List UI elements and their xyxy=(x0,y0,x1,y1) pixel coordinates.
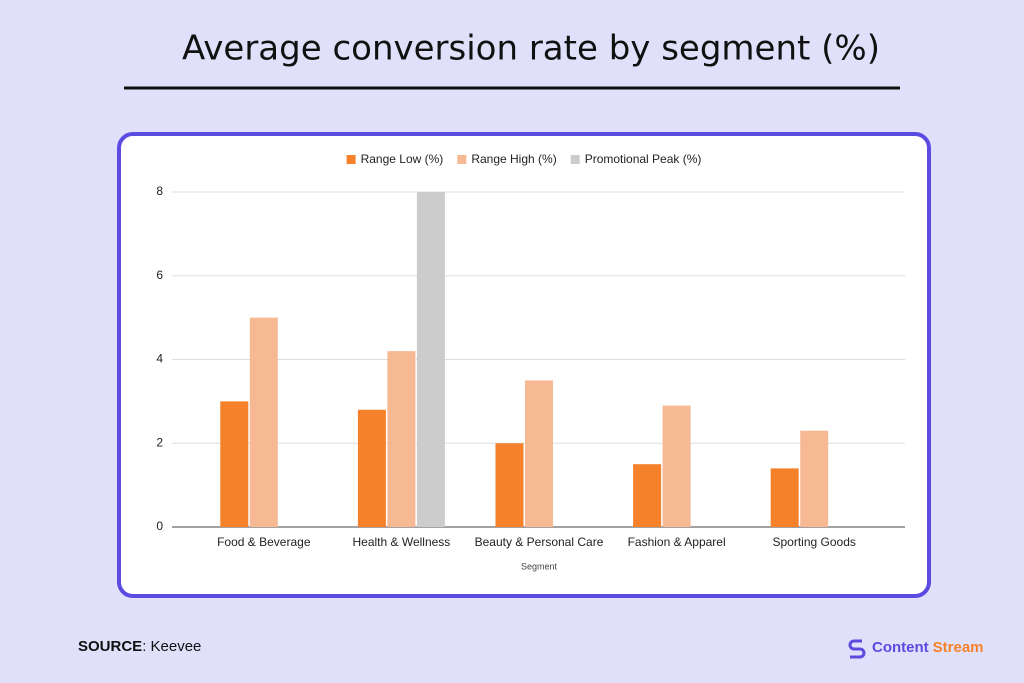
bar xyxy=(495,443,524,527)
source: SOURCE: Keevee xyxy=(78,638,201,655)
x-tick-label: Health & Wellness xyxy=(352,535,450,549)
bar xyxy=(662,405,691,527)
bar xyxy=(525,380,553,527)
x-tick-label: Beauty & Personal Care xyxy=(475,535,604,549)
x-tick-label: Fashion & Apparel xyxy=(628,535,726,549)
y-tick-label: 0 xyxy=(156,519,163,533)
y-tick-label: 6 xyxy=(156,268,163,282)
bar xyxy=(633,464,662,527)
brand-icon xyxy=(848,639,866,659)
chart-title: Average conversion rate by segment (%) xyxy=(182,29,880,69)
bar xyxy=(357,409,386,527)
brand-logo: Content Stream xyxy=(848,639,984,659)
x-tick-label: Food & Beverage xyxy=(217,535,311,549)
bar xyxy=(800,430,829,527)
bar xyxy=(220,401,249,527)
y-tick-label: 8 xyxy=(156,184,163,198)
source-label: SOURCE xyxy=(78,638,142,655)
legend-label: Range High (%) xyxy=(471,152,556,166)
bar xyxy=(387,351,416,527)
bar xyxy=(249,317,278,527)
x-tick-label: Sporting Goods xyxy=(773,535,856,549)
y-tick-label: 2 xyxy=(156,435,163,449)
brand-name: Content Stream xyxy=(872,639,984,656)
legend-label: Promotional Peak (%) xyxy=(585,152,702,166)
legend-swatch xyxy=(457,155,467,164)
brand-second: Stream xyxy=(933,639,984,656)
brand-first: Content xyxy=(872,639,929,656)
legend-label: Range Low (%) xyxy=(361,152,444,166)
bar xyxy=(770,468,799,527)
bar xyxy=(416,192,445,527)
legend-swatch xyxy=(346,155,356,164)
chart-card xyxy=(117,132,931,598)
legend-swatch xyxy=(570,155,580,164)
source-text: : Keevee xyxy=(142,638,201,655)
y-tick-label: 4 xyxy=(156,352,163,366)
x-axis-title: Segment xyxy=(521,561,558,571)
